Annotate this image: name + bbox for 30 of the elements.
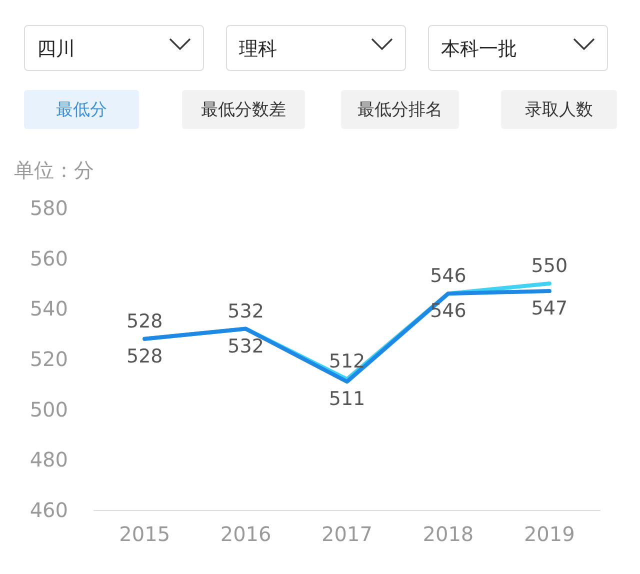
text: 最低分 [24,90,139,129]
x-tick-label: 2018 [422,522,474,546]
text: 理科 [239,37,277,62]
x-tick-label: 2017 [322,522,372,546]
data-label: 547 [531,298,568,320]
data-label: 528 [126,310,163,332]
y-tick-label: 480 [30,448,68,472]
y-tick-label: 460 [30,498,68,522]
data-label: 546 [430,265,466,288]
y-tick-label: 520 [30,347,68,371]
data-label: 511 [328,388,366,410]
x-tick-label: 2016 [220,522,272,546]
data-label: 528 [126,345,163,368]
text: 录取人数 [501,90,617,129]
data-label: 550 [531,255,568,277]
data-label: 532 [228,335,264,358]
data-label: 512 [328,350,366,373]
y-axis-title: 单位：分 [14,158,94,182]
text: 四川 [37,37,75,62]
text: 最低分排名 [341,90,459,129]
x-tick-label: 2015 [119,522,170,546]
y-tick-label: 580 [30,196,68,220]
data-label: 532 [228,300,264,322]
y-tick-label: 540 [30,296,68,321]
y-tick-label: 560 [30,246,68,270]
data-label: 546 [430,300,466,322]
y-tick-label: 500 [30,397,68,422]
text: 最低分数差 [182,90,305,129]
x-tick-label: 2019 [524,522,575,546]
text: 本科一批 [441,37,517,62]
